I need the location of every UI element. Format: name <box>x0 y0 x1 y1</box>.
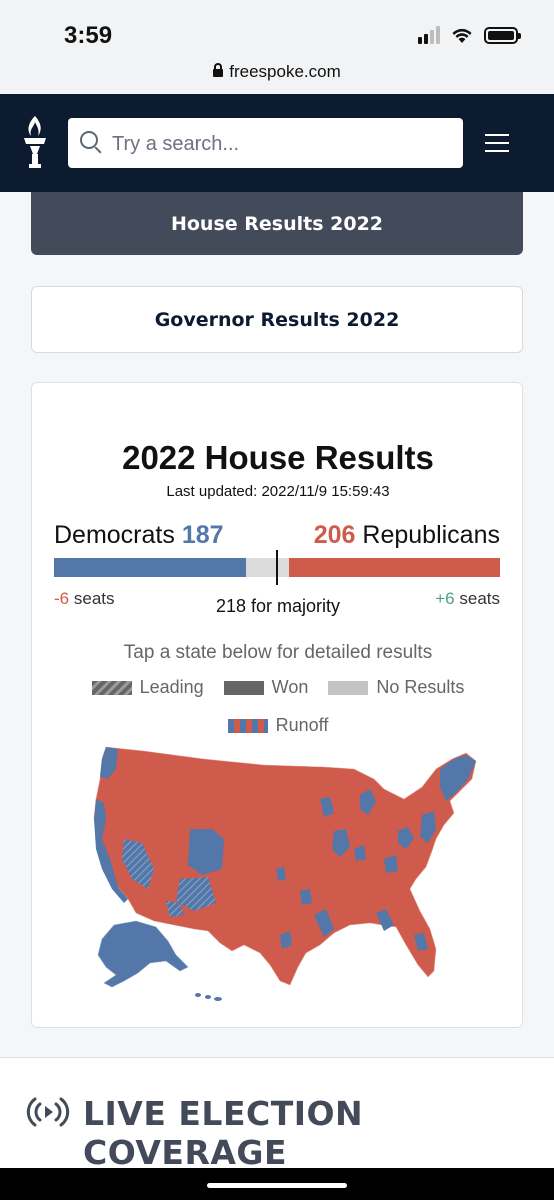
democrats-seats: 187 <box>181 521 224 549</box>
lock-icon <box>213 63 224 77</box>
map-legend-runoff: Runoff <box>32 715 524 736</box>
url-text: freespoke.com <box>229 62 341 81</box>
democrat-districts[interactable] <box>94 747 476 951</box>
house-results-card: 2022 House Results Last updated: 2022/11… <box>31 382 523 1028</box>
democrat-change-value: -6 <box>54 589 70 608</box>
republican-bar-segment <box>288 558 500 577</box>
republicans-label: Republicans <box>362 521 500 549</box>
status-icons <box>418 26 521 44</box>
hawaii-map[interactable] <box>195 993 222 1001</box>
seats-word: seats <box>73 589 115 608</box>
map-instruction: Tap a state below for detailed results <box>123 642 433 663</box>
legend-no-results-label: No Results <box>376 677 465 697</box>
democrat-seat-change: -6 seats <box>54 589 115 609</box>
site-header <box>0 94 554 192</box>
torch-logo-icon[interactable] <box>20 114 50 170</box>
cellular-signal-icon <box>418 26 440 44</box>
republican-change-value: +6 <box>435 589 455 608</box>
no-results-swatch <box>328 680 369 695</box>
legend-runoff-label: Runoff <box>275 715 329 735</box>
house-results-button[interactable]: House Results 2022 <box>31 192 523 255</box>
seats-word: seats <box>459 589 500 608</box>
live-coverage-text: LIVE ELECTION COVERAGE <box>83 1094 364 1172</box>
majority-marker <box>276 550 278 585</box>
democrat-bar-segment <box>54 558 246 577</box>
results-title: 2022 House Results <box>122 439 434 476</box>
search-input[interactable] <box>110 126 454 162</box>
search-box[interactable] <box>68 118 463 168</box>
last-updated: Last updated: 2022/11/9 15:59:43 <box>166 483 390 500</box>
status-bar: 3:59 freespoke.com <box>0 0 554 94</box>
legend-leading-label: Leading <box>139 677 204 697</box>
map-legend: Leading Won No Results <box>32 677 524 698</box>
search-icon <box>80 131 98 149</box>
clock: 3:59 <box>64 22 113 49</box>
legend-won: Won <box>223 677 309 698</box>
legend-no-results: No Results <box>328 677 464 698</box>
republicans-tally: 206 Republicans <box>314 521 500 550</box>
legend-runoff: Runoff <box>227 715 329 736</box>
leading-swatch <box>91 680 132 695</box>
live-broadcast-icon <box>26 1097 70 1127</box>
section-divider <box>0 1057 554 1058</box>
wifi-icon <box>452 28 472 43</box>
contiguous-us-map[interactable] <box>93 746 477 986</box>
live-election-coverage-banner[interactable]: LIVE ELECTION COVERAGE <box>0 1058 554 1172</box>
leading-districts[interactable] <box>122 839 216 917</box>
runoff-swatch <box>227 718 268 733</box>
governor-results-button[interactable]: Governor Results 2022 <box>31 286 523 353</box>
democrats-tally: Democrats 187 <box>54 521 224 550</box>
us-house-results-map[interactable] <box>84 739 496 1001</box>
republicans-seats: 206 <box>313 521 356 549</box>
legend-won-label: Won <box>271 677 309 697</box>
won-swatch <box>223 680 264 695</box>
republican-seat-change: +6 seats <box>435 589 500 609</box>
alaska-map[interactable] <box>97 920 189 988</box>
hamburger-menu-icon[interactable] <box>485 134 509 152</box>
home-indicator <box>0 1168 554 1200</box>
url-bar[interactable]: freespoke.com <box>0 62 554 82</box>
democrats-label: Democrats <box>54 521 175 549</box>
battery-icon <box>484 26 521 44</box>
majority-threshold: 218 for majority <box>215 596 341 616</box>
legend-leading: Leading <box>91 677 204 698</box>
seat-balance-bar <box>54 550 500 585</box>
